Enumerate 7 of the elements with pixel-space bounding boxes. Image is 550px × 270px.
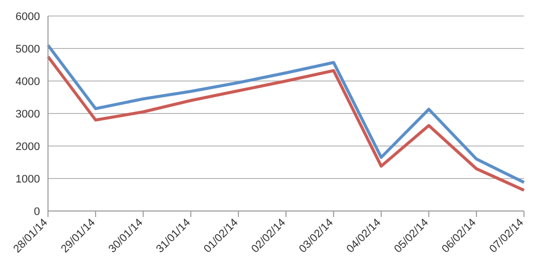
y-tick-label: 6000 xyxy=(16,10,40,23)
y-tick-label: 1000 xyxy=(16,173,40,186)
y-tick-label: 2000 xyxy=(16,140,40,153)
y-tick-label: 3000 xyxy=(16,108,40,120)
y-tick-label: 4000 xyxy=(16,76,40,88)
y-tick-label: 5000 xyxy=(16,43,40,56)
y-tick-label: 0 xyxy=(34,206,40,218)
